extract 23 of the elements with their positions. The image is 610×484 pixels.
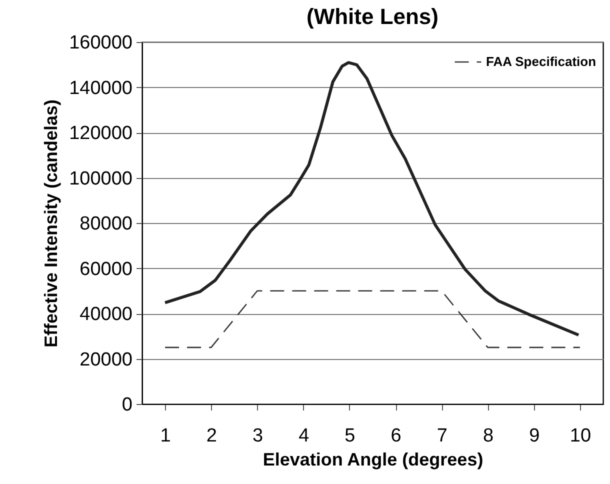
y-axis-title: Effective Intensity (candelas) (41, 99, 62, 348)
legend-label: FAA Specification (486, 54, 596, 69)
x-tick-label: 3 (252, 426, 264, 446)
x-tick-label: 2 (206, 426, 217, 446)
x-tick-label: 10 (570, 426, 592, 446)
y-tick-label: 20000 (80, 349, 132, 370)
y-tick-label: 100000 (69, 168, 132, 190)
x-axis-title: Elevation Angle (degrees) (262, 450, 484, 470)
x-tick-label: 7 (436, 426, 448, 446)
x-tick-label: 8 (482, 426, 494, 446)
chart-title: (White Lens) (306, 4, 438, 29)
y-tick-label: 160000 (69, 32, 132, 54)
y-tick-label: 60000 (80, 258, 132, 280)
x-tick-label: 1 (160, 426, 171, 446)
x-tick-label: 4 (298, 426, 310, 446)
y-tick-label: 80000 (80, 214, 132, 234)
y-tick-label: 120000 (69, 123, 132, 144)
y-tick-label: 0 (122, 394, 132, 416)
x-tick-label: 6 (390, 426, 402, 446)
x-tick-label: 5 (344, 426, 356, 446)
x-tick-label: 9 (529, 426, 540, 446)
y-tick-label: 140000 (69, 78, 132, 99)
y-tick-label: 40000 (80, 304, 132, 325)
